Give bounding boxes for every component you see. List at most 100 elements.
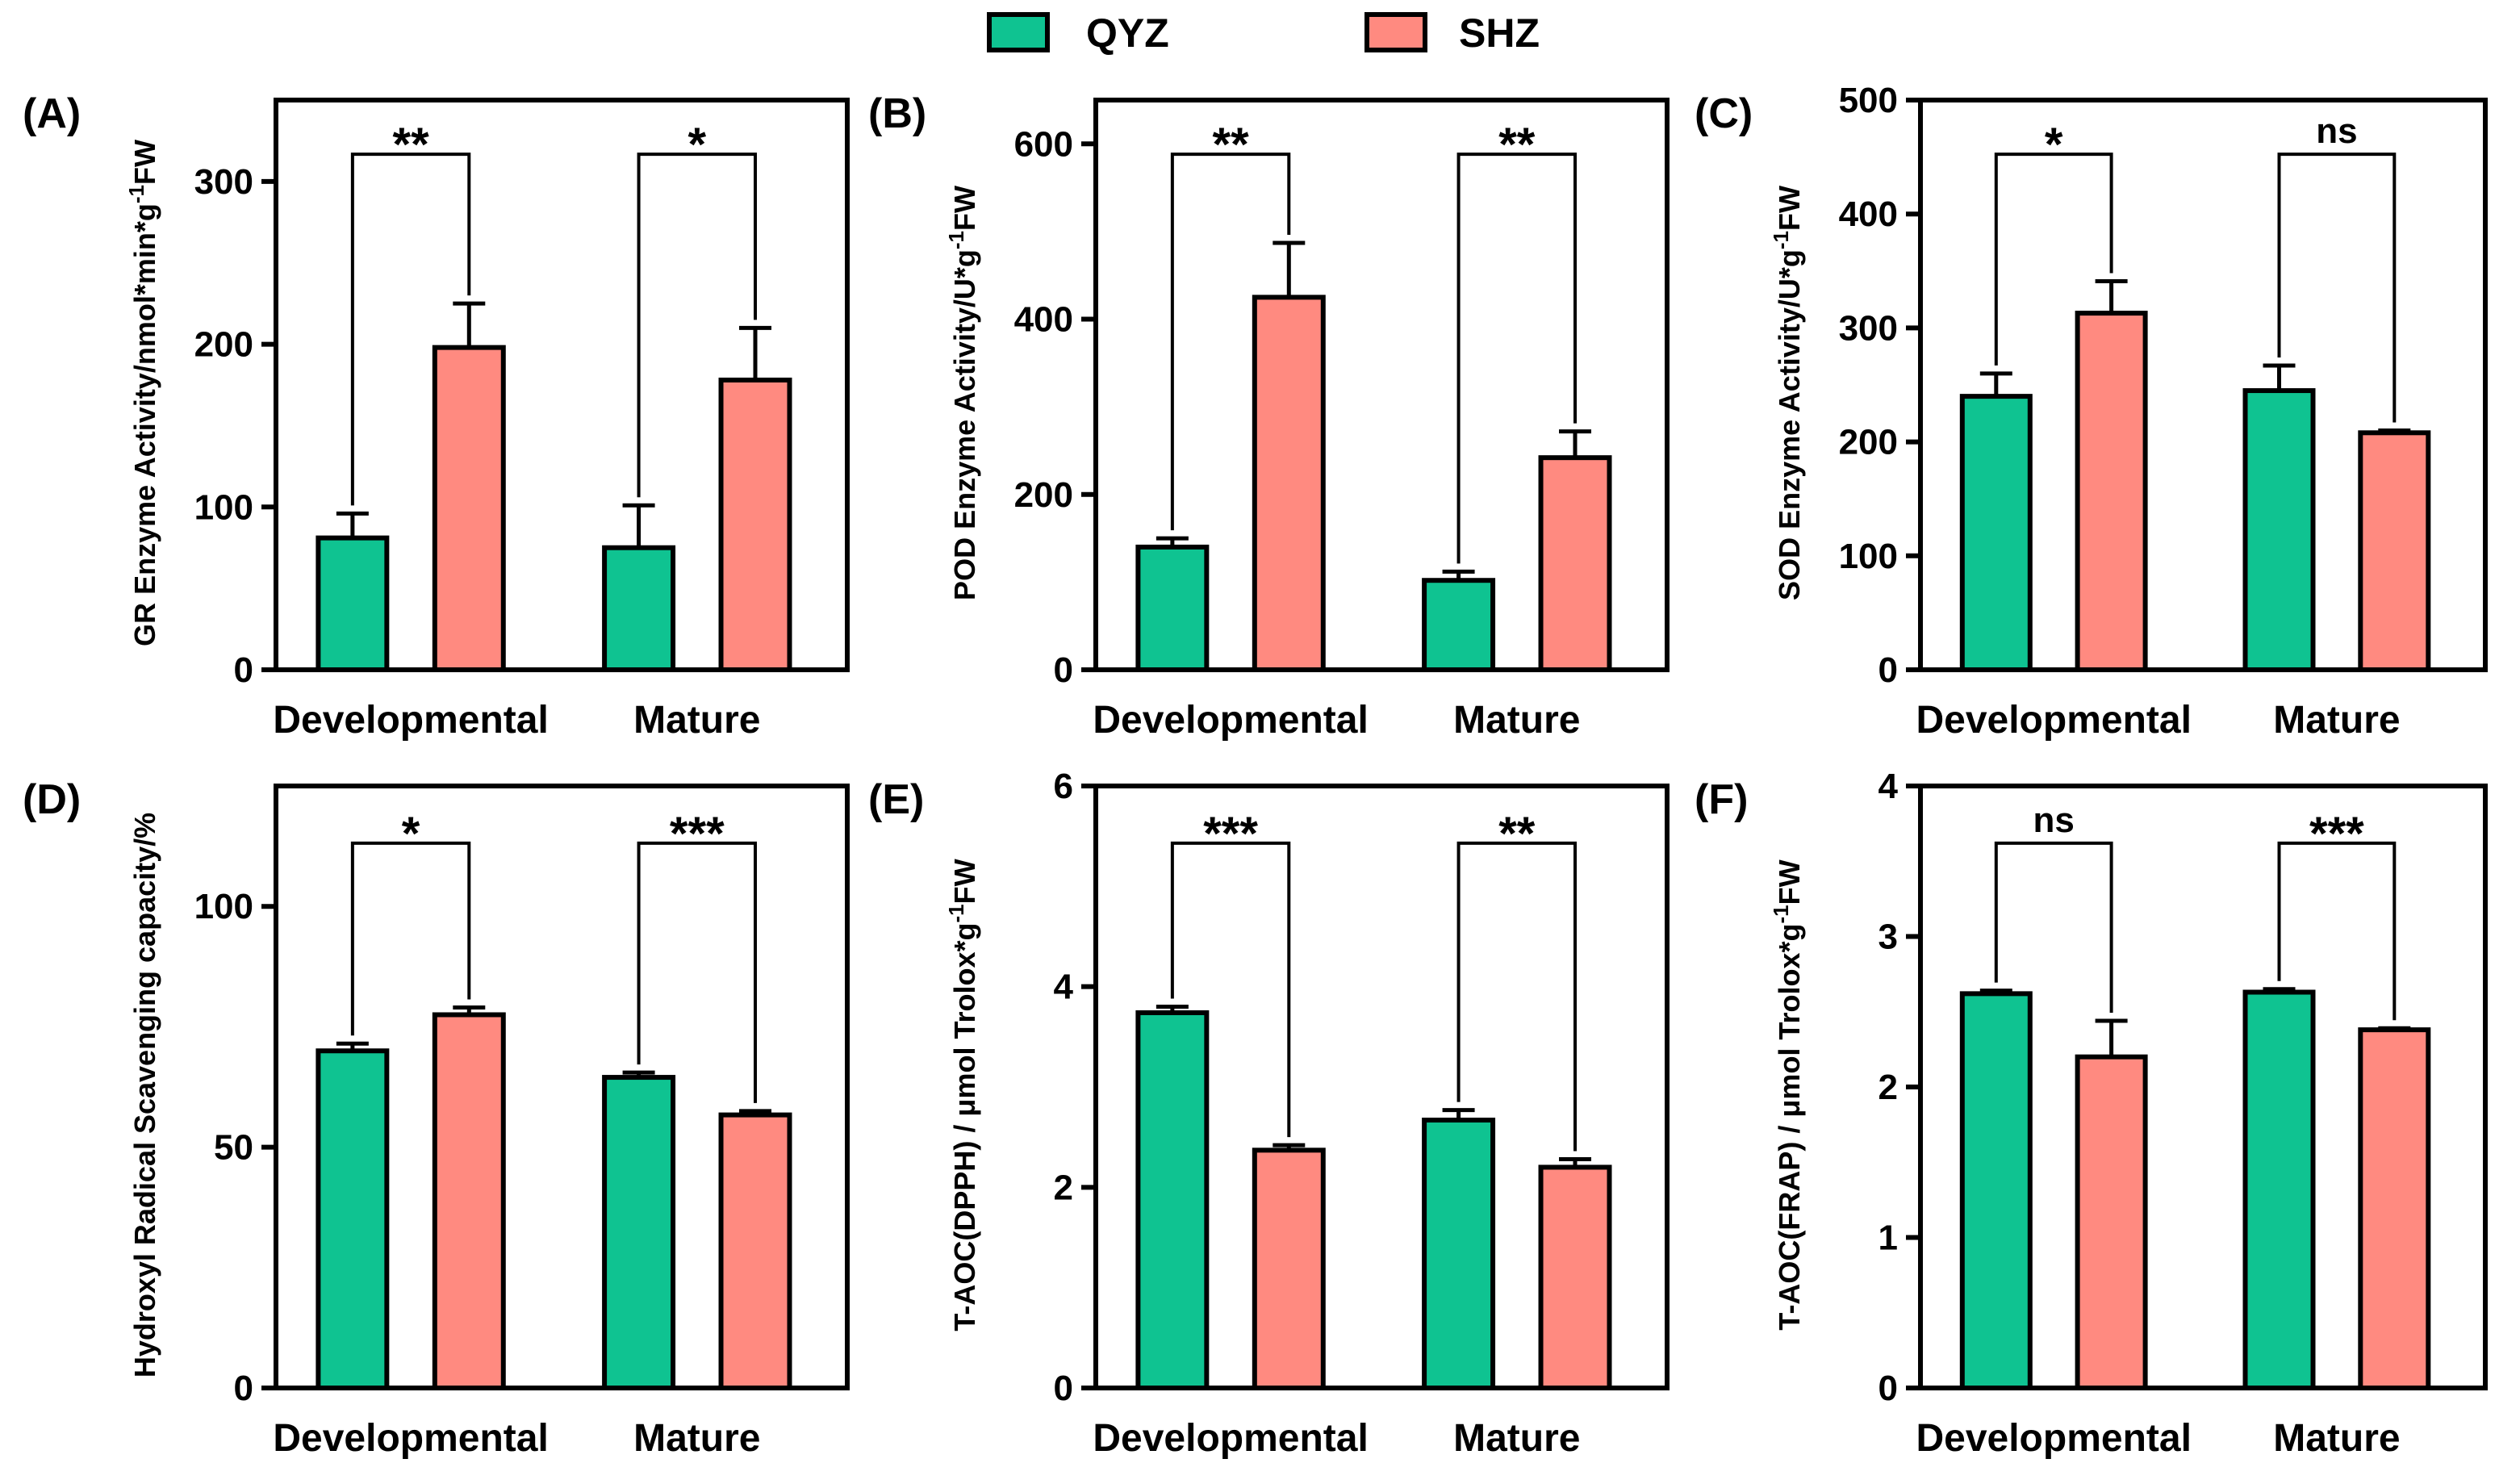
chart-panel-4: (D) 0 50 100 Hydroxyl Radical Scavenging cap… (23, 776, 850, 1460)
y-axis-title: Hydroxyl Radical Scavenging capacity/% (128, 813, 161, 1377)
y-axis-title: POD Enzyme Activity/U*g-1FW (944, 186, 981, 600)
significance-label: * (402, 808, 420, 860)
y-tick-label: 0 (1879, 650, 1898, 690)
bar-qyz-mature (2242, 989, 2316, 1390)
bar-shz-mature (718, 377, 792, 672)
chart-panel-2: (B) 0 200 400 600 POD Enzyme Activity/U*g-1FW… (868, 90, 1670, 742)
bar-shz-developmental (2075, 311, 2148, 672)
x-category-label: Developmental (1916, 699, 2191, 742)
chart-panel-6: (F) 0 1 2 3 4 T-AOC(FRAP) / μmol Trolox*g-1FW D… (1695, 767, 2488, 1460)
significance-label: *** (1203, 808, 1258, 860)
panel-label: (F) (1695, 776, 1748, 823)
y-axis-title: T-AOC(FRAP) / μmol Trolox*g-1FW (1769, 859, 1806, 1330)
legend-label-qyz: QYZ (1086, 10, 1169, 56)
plot-frame (1093, 784, 1670, 1390)
bar-qyz-mature (1422, 1118, 1496, 1391)
legend-swatch-qyz (987, 12, 1050, 52)
bar-shz-developmental (432, 345, 506, 672)
y-tick-label: 0 (1879, 1369, 1898, 1408)
bar-qyz-developmental (1959, 394, 2033, 672)
y-tick-label: 3 (1879, 918, 1898, 957)
y-tick-label: 500 (1839, 81, 1898, 120)
y-tick-label: 200 (1839, 423, 1898, 462)
y-tick-label: 6 (1054, 767, 1073, 806)
bar-shz-mature (718, 1112, 792, 1390)
significance-label: * (688, 119, 707, 171)
x-category-label: Developmental (273, 699, 548, 742)
x-category-label: Mature (1453, 1417, 1580, 1460)
y-tick-label: 100 (194, 887, 253, 926)
significance-label: ** (1213, 119, 1250, 171)
y-tick-label: 100 (194, 487, 253, 527)
y-axis-title: GR Enzyme Activity/nmol*min*g-1FW (124, 140, 161, 646)
y-tick-label: 400 (1014, 300, 1073, 340)
x-category-label: Mature (2273, 1417, 2400, 1460)
bar-shz-developmental (432, 1012, 506, 1390)
x-category-label: Mature (633, 699, 760, 742)
significance-label: ** (1498, 119, 1536, 171)
plot-frame (274, 784, 850, 1390)
y-tick-label: 300 (194, 162, 253, 202)
plot-frame (274, 98, 850, 672)
chart-panel-5: (E) 0 2 4 6 T-AOC(DPPH) / μmol Trolox*g-1FW De… (868, 767, 1670, 1460)
y-tick-label: 2 (1879, 1068, 1898, 1107)
bar-shz-developmental (2075, 1054, 2148, 1390)
y-tick-label: 0 (234, 1369, 253, 1408)
panel-label: (C) (1695, 90, 1753, 137)
y-tick-label: 1 (1879, 1219, 1898, 1258)
significance-label: * (2045, 119, 2063, 171)
bar-shz-mature (1538, 1164, 1612, 1390)
bar-shz-developmental (1252, 1147, 1326, 1390)
significance-bracket (1170, 841, 1291, 1138)
significance-bracket (2277, 841, 2397, 1021)
plot-frame (1918, 98, 2488, 672)
significance-label: ns (2033, 801, 2075, 840)
significance-bracket (637, 841, 758, 1103)
y-tick-label: 4 (1054, 968, 1074, 1007)
significance-label: ns (2316, 111, 2357, 151)
legend: QYZ SHZ (987, 10, 1540, 56)
significance-label: *** (2309, 808, 2364, 860)
y-tick-label: 200 (1014, 475, 1073, 515)
y-tick-label: 50 (214, 1128, 253, 1168)
y-tick-label: 600 (1014, 124, 1073, 164)
plot-frame (1093, 98, 1670, 672)
significance-bracket (1456, 153, 1578, 564)
significance-label: *** (670, 808, 725, 860)
y-tick-label: 100 (1839, 537, 1898, 576)
bar-qyz-developmental (1959, 991, 2033, 1390)
x-category-label: Developmental (1916, 1417, 2191, 1460)
bar-qyz-mature (602, 545, 676, 673)
bar-qyz-developmental (1135, 1010, 1210, 1390)
y-tick-label: 4 (1879, 767, 1899, 806)
y-axis-title: T-AOC(DPPH) / μmol Trolox*g-1FW (944, 859, 981, 1331)
y-tick-label: 0 (234, 650, 253, 690)
y-axis-title: SOD Enzyme Activity/U*g-1FW (1769, 186, 1806, 600)
bar-qyz-developmental (316, 535, 390, 673)
significance-bracket (1170, 153, 1291, 531)
significance-label: ** (1498, 808, 1536, 860)
y-tick-label: 0 (1054, 1369, 1073, 1408)
x-category-label: Developmental (1093, 1417, 1368, 1460)
x-category-label: Mature (633, 1417, 760, 1460)
bar-shz-mature (1538, 455, 1612, 672)
chart-panel-1: (A) 0 100 200 300 GR Enzyme Activity/nmol*min… (23, 90, 850, 742)
legend-swatch-shz (1364, 12, 1427, 52)
chart-panel-3: (C) 0 100 200 300 400 500 SOD Enzyme Activity/U… (1695, 81, 2488, 742)
y-tick-label: 0 (1054, 650, 1073, 690)
bar-shz-developmental (1252, 295, 1326, 672)
bar-qyz-mature (1422, 578, 1496, 672)
x-category-label: Mature (2273, 699, 2400, 742)
bar-qyz-developmental (1135, 544, 1210, 673)
panel-label: (B) (868, 90, 926, 137)
panel-label: (D) (23, 776, 81, 823)
y-tick-label: 300 (1839, 308, 1898, 348)
x-category-label: Developmental (273, 1417, 548, 1460)
panel-label: (A) (23, 90, 81, 137)
y-tick-label: 2 (1054, 1168, 1073, 1207)
panel-label: (E) (868, 776, 924, 823)
significance-bracket (637, 153, 758, 498)
bar-shz-mature (2358, 430, 2431, 673)
significance-bracket (2277, 153, 2397, 423)
